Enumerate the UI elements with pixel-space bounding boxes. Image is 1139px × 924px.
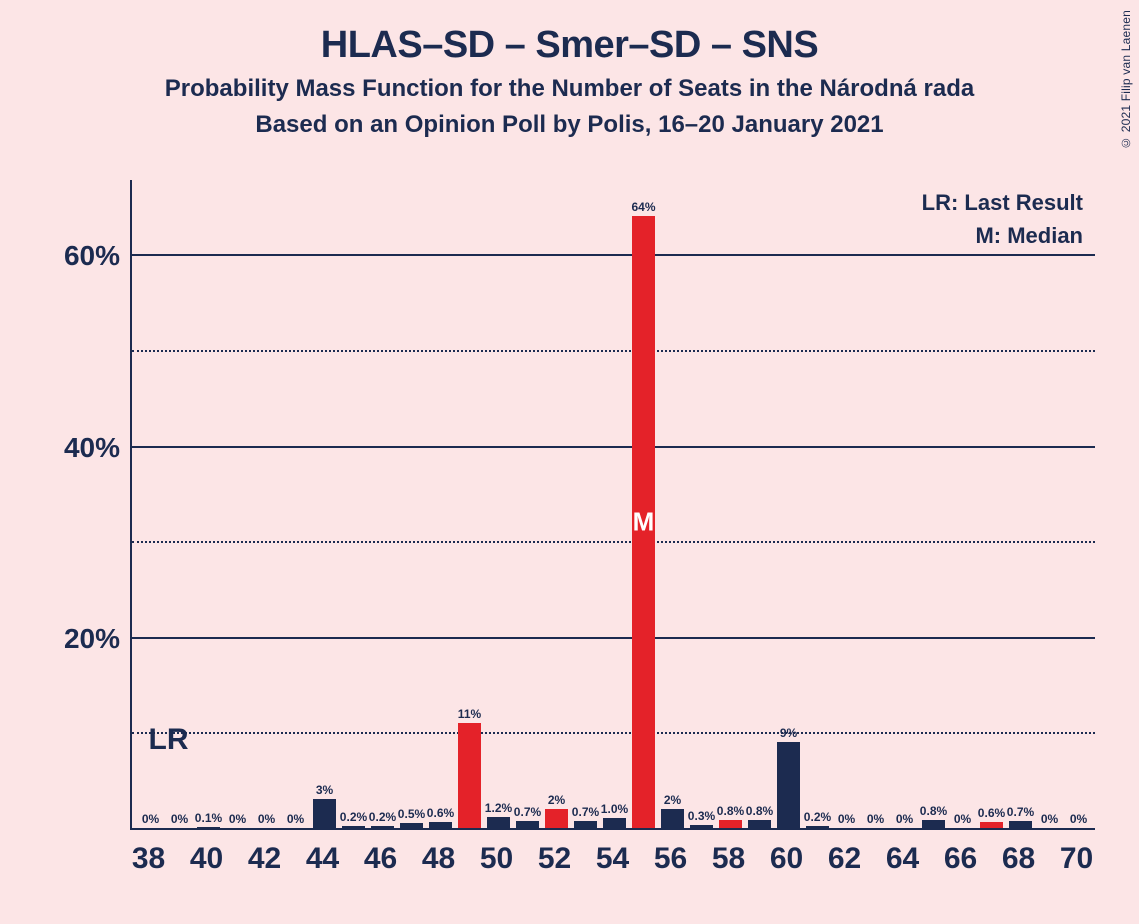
- chart-subtitle-2: Based on an Opinion Poll by Polis, 16–20…: [0, 111, 1139, 139]
- bar-value-label: 0.2%: [340, 810, 367, 824]
- bar: 0.5%: [400, 823, 423, 828]
- x-tick-label: 70: [1060, 842, 1093, 876]
- bar: 64%M: [632, 216, 655, 828]
- bar: 0.6%: [429, 822, 452, 828]
- bar: 1.2%: [487, 817, 510, 828]
- bar-value-label: 1.2%: [485, 801, 512, 815]
- bar-value-label: 0.3%: [688, 809, 715, 823]
- bar-value-label: 3%: [316, 783, 333, 797]
- bar-value-label: 2%: [664, 793, 681, 807]
- bar-value-label: 0%: [896, 812, 913, 826]
- median-marker: M: [633, 507, 655, 538]
- x-tick-label: 48: [422, 842, 455, 876]
- bar-value-label: 0.7%: [514, 805, 541, 819]
- bar-value-label: 0.6%: [978, 806, 1005, 820]
- x-tick-label: 66: [944, 842, 977, 876]
- x-tick-label: 56: [654, 842, 687, 876]
- bar-value-label: 0.7%: [1007, 805, 1034, 819]
- bar-value-label: 0.5%: [398, 807, 425, 821]
- bar-value-label: 0%: [171, 812, 188, 826]
- x-tick-label: 50: [480, 842, 513, 876]
- x-tick-label: 42: [248, 842, 281, 876]
- bar-value-label: 0%: [258, 812, 275, 826]
- bar-value-label: 0%: [867, 812, 884, 826]
- plot-area: LR: Last Result M: Median 20%40%60%0%0%0…: [130, 180, 1095, 830]
- bar-value-label: 0%: [142, 812, 159, 826]
- bar: 0.2%: [806, 826, 829, 828]
- chart-title: HLAS–SD – Smer–SD – SNS: [0, 24, 1139, 67]
- last-result-marker: LR: [149, 723, 189, 757]
- copyright-text: © 2021 Filip van Laenen: [1119, 10, 1133, 150]
- x-tick-label: 44: [306, 842, 339, 876]
- bar: 0.7%: [1009, 821, 1032, 828]
- x-tick-label: 52: [538, 842, 571, 876]
- legend-last-result: LR: Last Result: [922, 186, 1083, 219]
- bar: 0.7%: [574, 821, 597, 828]
- bar: 11%: [458, 723, 481, 828]
- y-tick-label: 40%: [64, 432, 120, 464]
- bar: 9%: [777, 742, 800, 828]
- legend-median: M: Median: [922, 219, 1083, 252]
- bar-value-label: 0.2%: [804, 810, 831, 824]
- y-tick-label: 20%: [64, 623, 120, 655]
- bar-value-label: 0.6%: [427, 806, 454, 820]
- x-tick-label: 62: [828, 842, 861, 876]
- bar-value-label: 1.0%: [601, 802, 628, 816]
- bar: 0.6%: [980, 822, 1003, 828]
- y-tick-label: 60%: [64, 240, 120, 272]
- x-tick-label: 40: [190, 842, 223, 876]
- bar: 0.3%: [690, 825, 713, 828]
- bars-layer: 0%0%0.1%0%0%0%3%0.2%0.2%0.5%0.6%11%1.2%0…: [132, 180, 1095, 828]
- bar: 0.7%: [516, 821, 539, 828]
- legend-box: LR: Last Result M: Median: [922, 186, 1083, 252]
- x-tick-label: 46: [364, 842, 397, 876]
- bar: 0.8%: [748, 820, 771, 828]
- bar-value-label: 11%: [458, 707, 481, 721]
- bar-value-label: 0%: [1070, 812, 1087, 826]
- bar: 0.2%: [342, 826, 365, 828]
- bar-value-label: 9%: [780, 726, 797, 740]
- bar-value-label: 0%: [954, 812, 971, 826]
- bar-value-label: 0.8%: [746, 804, 773, 818]
- bar-value-label: 2%: [548, 793, 565, 807]
- bar-value-label: 0.7%: [572, 805, 599, 819]
- bar: 0.1%: [197, 827, 220, 828]
- bar: 2%: [661, 809, 684, 828]
- x-tick-label: 68: [1002, 842, 1035, 876]
- chart-container: LR: Last Result M: Median 20% 40% 60% 0% 0% 0…: [55, 170, 1105, 890]
- bar-value-label: 0%: [838, 812, 855, 826]
- bar: 3%: [313, 799, 336, 828]
- x-tick-label: 60: [770, 842, 803, 876]
- bar: 0.2%: [371, 826, 394, 828]
- bar: 0.8%: [719, 820, 742, 828]
- bar: 1.0%: [603, 818, 626, 828]
- bar-value-label: 0%: [287, 812, 304, 826]
- bar-value-label: 0.8%: [920, 804, 947, 818]
- chart-titles: HLAS–SD – Smer–SD – SNS Probability Mass…: [0, 0, 1139, 139]
- x-tick-label: 58: [712, 842, 745, 876]
- bar: 2%: [545, 809, 568, 828]
- x-tick-label: 64: [886, 842, 919, 876]
- x-tick-label: 54: [596, 842, 629, 876]
- x-tick-label: 38: [132, 842, 165, 876]
- bar-value-label: 0.8%: [717, 804, 744, 818]
- bar-value-label: 0.2%: [369, 810, 396, 824]
- bar-value-label: 64%: [631, 200, 655, 214]
- bar-value-label: 0%: [229, 812, 246, 826]
- bar-value-label: 0%: [1041, 812, 1058, 826]
- x-axis-line: [130, 828, 1095, 830]
- chart-subtitle-1: Probability Mass Function for the Number…: [0, 75, 1139, 103]
- bar-value-label: 0.1%: [195, 811, 222, 825]
- bar: 0.8%: [922, 820, 945, 828]
